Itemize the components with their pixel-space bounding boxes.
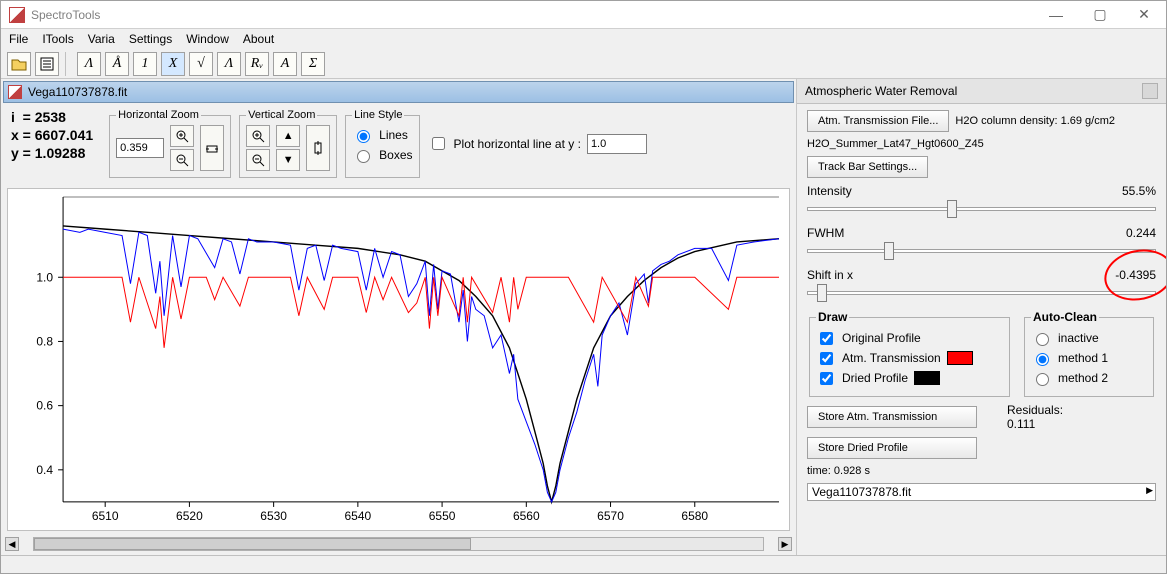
vertical-zoom-group: Vertical Zoom ▲ ▼ xyxy=(239,109,337,178)
tool-lambda-icon[interactable]: Λ xyxy=(77,52,101,76)
document-titlebar: Vega110737878.fit xyxy=(3,81,794,103)
fwhm-slider[interactable] xyxy=(807,240,1156,262)
store-dried-button[interactable]: Store Dried Profile xyxy=(807,437,977,459)
menu-window[interactable]: Window xyxy=(186,32,229,46)
app-window: SpectroTools — ▢ ✕ File ITools Varia Set… xyxy=(0,0,1167,574)
titlebar: SpectroTools — ▢ ✕ xyxy=(1,1,1166,29)
tool-x-icon[interactable]: X xyxy=(161,52,185,76)
plot-svg: 0.4 0.6 0.8 1.0 6510 6520 6530 6540 6550 6560 6570… xyxy=(8,189,789,530)
svg-text:6550: 6550 xyxy=(429,509,456,523)
tool-a-icon[interactable]: A xyxy=(273,52,297,76)
menu-itools[interactable]: ITools xyxy=(42,32,73,46)
open-icon[interactable] xyxy=(7,52,31,76)
draw-dried-checkbox[interactable] xyxy=(820,372,833,385)
hzoom-out-button[interactable] xyxy=(170,149,194,171)
intensity-label: Intensity xyxy=(807,184,852,198)
linestyle-boxes-radio[interactable] xyxy=(357,150,370,163)
close-button[interactable]: ✕ xyxy=(1122,1,1166,29)
menu-settings[interactable]: Settings xyxy=(129,32,172,46)
document-icon xyxy=(8,85,22,99)
svg-text:6580: 6580 xyxy=(681,509,708,523)
tool-rv-icon[interactable]: Rᵥ xyxy=(245,52,269,76)
tool-sigma-icon[interactable]: Σ xyxy=(301,52,325,76)
svg-text:6530: 6530 xyxy=(260,509,287,523)
vzoom-up-button[interactable]: ▲ xyxy=(276,125,300,147)
svg-text:6540: 6540 xyxy=(345,509,372,523)
svg-text:0.4: 0.4 xyxy=(36,463,53,477)
draw-original-checkbox[interactable] xyxy=(820,332,833,345)
auto-method2-radio[interactable] xyxy=(1036,373,1049,386)
scroll-right-icon[interactable]: ▶ xyxy=(778,537,792,551)
shiftx-label: Shift in x xyxy=(807,268,853,282)
hzoom-value-input[interactable] xyxy=(116,138,164,158)
auto-inactive-radio[interactable] xyxy=(1036,333,1049,346)
menubar: File ITools Varia Settings Window About xyxy=(1,29,1166,49)
tool-lambda2-icon[interactable]: Λ xyxy=(217,52,241,76)
menu-varia[interactable]: Varia xyxy=(88,32,115,46)
vzoom-reset-button[interactable] xyxy=(306,125,330,171)
atm-color-swatch xyxy=(947,351,973,365)
scroll-left-icon[interactable]: ◀ xyxy=(5,537,19,551)
dried-color-swatch xyxy=(914,371,940,385)
hscrollbar[interactable]: ◀ ▶ xyxy=(3,537,794,553)
fwhm-value: 0.244 xyxy=(1126,226,1156,240)
residuals-label: Residuals: xyxy=(1007,403,1063,417)
svg-text:6560: 6560 xyxy=(513,509,540,523)
svg-text:1.0: 1.0 xyxy=(36,270,53,284)
shiftx-slider[interactable] xyxy=(807,282,1156,304)
shiftx-value: -0.4395 xyxy=(1115,268,1156,282)
autoclean-group: Auto-Clean inactive method 1 method 2 xyxy=(1024,310,1154,397)
document-title: Vega110737878.fit xyxy=(28,85,127,99)
spectrum-plot[interactable]: 0.4 0.6 0.8 1.0 6510 6520 6530 6540 6550 6560 6570… xyxy=(7,188,790,531)
svg-text:6520: 6520 xyxy=(176,509,203,523)
app-icon xyxy=(9,7,25,23)
menu-file[interactable]: File xyxy=(9,32,28,46)
line-style-group: Line Style Lines Boxes xyxy=(345,109,419,178)
fwhm-label: FWHM xyxy=(807,226,844,240)
draw-atm-checkbox[interactable] xyxy=(820,352,833,365)
panel-close-icon[interactable] xyxy=(1142,83,1158,99)
side-panel: Atmospheric Water Removal Atm. Transmiss… xyxy=(796,79,1166,555)
auto-method1-radio[interactable] xyxy=(1036,353,1049,366)
hzoom-reset-button[interactable] xyxy=(200,125,224,171)
svg-text:0.8: 0.8 xyxy=(36,334,53,348)
vzoom-out-button[interactable] xyxy=(246,149,270,171)
atm-filename: H2O_Summer_Lat47_Hgt0600_Z45 xyxy=(807,138,1156,150)
tool-one-icon[interactable]: 1 xyxy=(133,52,157,76)
plot-hline-label: Plot horizontal line at y : xyxy=(454,137,581,151)
plot-hline-checkbox[interactable] xyxy=(432,137,445,150)
trackbar-settings-button[interactable]: Track Bar Settings... xyxy=(807,156,928,178)
svg-text:0.6: 0.6 xyxy=(36,399,53,413)
toolbar: Λ Å 1 X √ Λ Rᵥ A Σ xyxy=(1,49,1166,79)
maximize-button[interactable]: ▢ xyxy=(1078,1,1122,29)
horizontal-zoom-group: Horizontal Zoom xyxy=(109,109,231,178)
minimize-button[interactable]: — xyxy=(1034,1,1078,29)
panel-titlebar: Atmospheric Water Removal xyxy=(797,79,1166,104)
intensity-value: 55.5% xyxy=(1122,184,1156,198)
panel-title: Atmospheric Water Removal xyxy=(805,84,957,98)
vzoom-down-button[interactable]: ▼ xyxy=(276,149,300,171)
tool-check-icon[interactable]: √ xyxy=(189,52,213,76)
draw-group: Draw Original Profile Atm. Transmission … xyxy=(809,310,1010,397)
svg-text:6570: 6570 xyxy=(597,509,624,523)
menu-about[interactable]: About xyxy=(243,32,274,46)
linestyle-lines-radio[interactable] xyxy=(357,130,370,143)
document-pane: Vega110737878.fit i = 2538 x = 6607.041 … xyxy=(1,79,796,555)
h2o-column-label: H2O column density: 1.69 g/cm2 xyxy=(955,115,1115,127)
svg-text:6510: 6510 xyxy=(92,509,119,523)
tool-angstrom-icon[interactable]: Å xyxy=(105,52,129,76)
intensity-slider[interactable] xyxy=(807,198,1156,220)
plot-hline-input[interactable] xyxy=(587,134,647,154)
store-atm-button[interactable]: Store Atm. Transmission xyxy=(807,406,977,428)
residuals-value: 0.111 xyxy=(1007,417,1063,431)
vzoom-in-button[interactable] xyxy=(246,125,270,147)
window-title: SpectroTools xyxy=(31,8,1034,22)
time-label: time: 0.928 s xyxy=(807,465,1156,477)
statusbar xyxy=(1,555,1166,573)
hzoom-in-button[interactable] xyxy=(170,125,194,147)
atm-file-button[interactable]: Atm. Transmission File... xyxy=(807,110,949,132)
list-icon[interactable] xyxy=(35,52,59,76)
status-file-field: Vega110737878.fit ▶ xyxy=(807,483,1156,501)
cursor-readout: i = 2538 x = 6607.041 y = 1.09288 xyxy=(11,109,101,178)
